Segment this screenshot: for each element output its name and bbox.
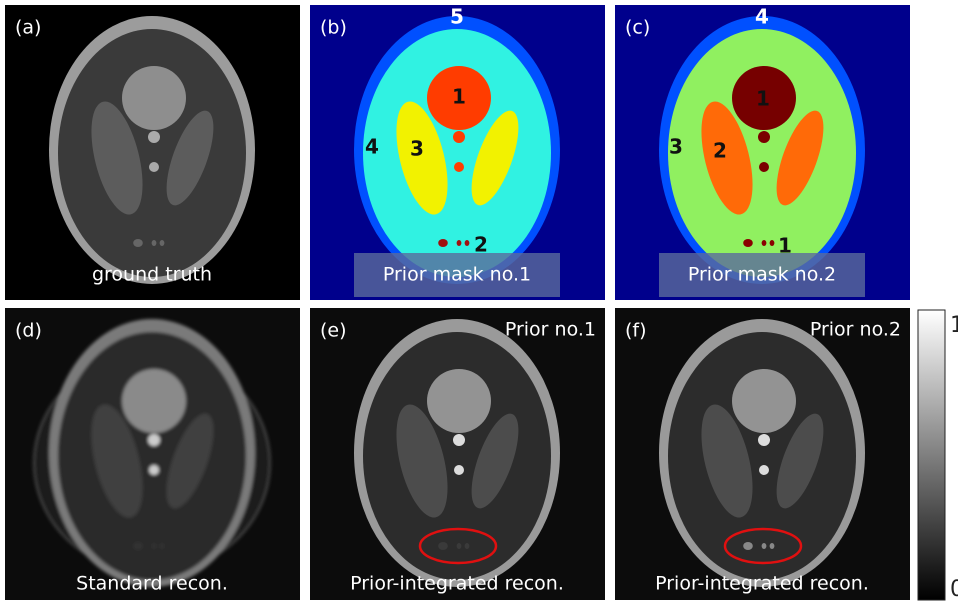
colorbar-min: 0 — [950, 577, 958, 602]
region-label: 5 — [450, 5, 464, 29]
panel-label: (c) — [625, 17, 650, 39]
small-dot — [762, 240, 767, 246]
lower-dot — [149, 465, 159, 475]
small-dot — [743, 239, 753, 247]
small-dot — [133, 239, 143, 247]
colorbar — [918, 310, 945, 600]
panel-label: (f) — [625, 320, 647, 342]
small-dot — [152, 543, 157, 549]
top-circle — [122, 369, 186, 433]
center-dot — [148, 434, 160, 446]
lower-dot — [454, 162, 464, 172]
region-label: 1 — [756, 87, 770, 111]
lower-dot — [759, 465, 769, 475]
panel-caption: Prior mask no.1 — [383, 264, 531, 286]
top-circle — [427, 369, 491, 433]
center-dot — [453, 434, 465, 446]
small-dot — [438, 542, 448, 550]
region-label: 2 — [474, 233, 488, 257]
center-dot — [148, 131, 160, 143]
panel-caption: Standard recon. — [76, 573, 228, 595]
small-dot — [133, 542, 143, 550]
colorbar-max: 1 — [950, 313, 958, 338]
panel: 5 1 4 3 2 (b) Prior mask no.1 — [310, 5, 605, 301]
panel-caption: Prior-integrated recon. — [655, 573, 869, 595]
phantom — [354, 16, 560, 284]
small-dot — [770, 240, 775, 246]
small-dot — [457, 543, 462, 549]
panel-label: (a) — [15, 17, 41, 39]
phantom — [49, 16, 255, 284]
center-dot — [758, 434, 770, 446]
region-label: 4 — [755, 5, 769, 29]
small-dot — [465, 543, 470, 549]
panel-annotation: Prior no.2 — [810, 319, 901, 341]
region-label: 2 — [713, 139, 727, 163]
small-dot — [152, 240, 157, 246]
small-dot — [438, 239, 448, 247]
panel-annotation: Prior no.1 — [505, 319, 596, 341]
top-circle — [732, 369, 796, 433]
small-dot — [457, 240, 462, 246]
panel: (a) ground truth — [5, 5, 300, 300]
region-label: 1 — [452, 85, 466, 109]
phantom — [354, 319, 560, 587]
region-label: 3 — [410, 137, 424, 161]
small-dot — [160, 543, 165, 549]
panel-caption: Prior-integrated recon. — [350, 573, 564, 595]
region-label: 3 — [669, 135, 683, 159]
panel-label: (d) — [15, 320, 42, 342]
small-dot — [770, 543, 775, 549]
panel: (d) Standard recon. — [5, 308, 300, 600]
small-dot — [465, 240, 470, 246]
small-dot — [743, 542, 753, 550]
panel-caption: ground truth — [92, 264, 212, 286]
center-dot — [758, 131, 770, 143]
small-dot — [762, 543, 767, 549]
lower-dot — [454, 465, 464, 475]
panel: (e) Prior no.1 Prior-integrated recon. — [310, 308, 605, 600]
figure: 1 0 (a) ground truth 5 1 4 3 2 (b) Prior mask no… — [0, 0, 958, 605]
panel: (f) Prior no.2 Prior-integrated recon. — [615, 308, 910, 600]
small-dot — [160, 240, 165, 246]
phantom — [659, 319, 865, 587]
panel-caption: Prior mask no.2 — [688, 264, 836, 286]
panel-label: (e) — [320, 320, 347, 342]
panel-label: (b) — [320, 17, 347, 39]
lower-dot — [759, 162, 769, 172]
region-label: 4 — [365, 135, 379, 159]
lower-dot — [149, 162, 159, 172]
top-circle — [122, 66, 186, 130]
center-dot — [453, 131, 465, 143]
phantom — [659, 16, 865, 284]
